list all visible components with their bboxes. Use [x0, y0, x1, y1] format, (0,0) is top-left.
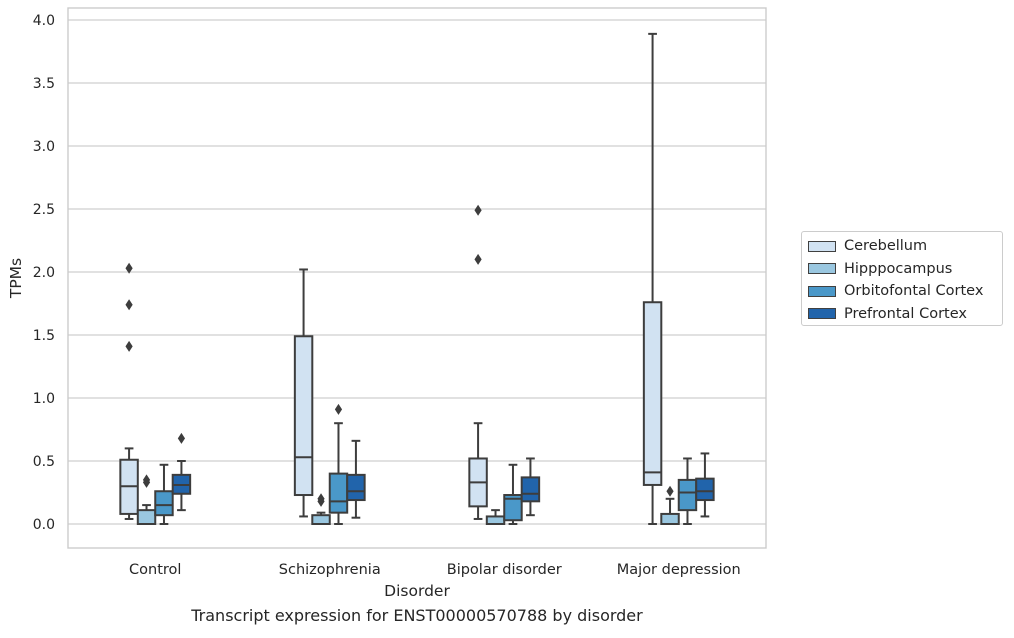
- y-tick-label: 3.5: [33, 76, 55, 92]
- box-iqr: [485, 515, 506, 526]
- box-iqr: [346, 473, 366, 502]
- y-tick-label: 4.0: [33, 13, 55, 29]
- legend-label: Cerebellum: [844, 238, 928, 255]
- legend-label: Prefrontal Cortex: [844, 305, 967, 322]
- box-iqr: [136, 509, 157, 526]
- y-axis-label: TPMs: [7, 258, 25, 299]
- y-tick-label: 2.5: [33, 202, 55, 218]
- y-tick-label: 0.5: [33, 454, 55, 470]
- outlier-point: [474, 204, 482, 216]
- outlier-point: [125, 340, 133, 352]
- legend-label: Hipppocampus: [844, 260, 953, 277]
- outlier-point: [125, 299, 133, 311]
- legend-item: Orbitofontal Cortex: [808, 280, 1002, 303]
- x-tick-label: Control: [129, 562, 181, 578]
- box-iqr: [293, 335, 314, 497]
- outlier-point: [125, 262, 133, 274]
- box-iqr: [520, 476, 541, 503]
- legend-swatch: [808, 308, 836, 320]
- x-axis-label: Disorder: [384, 582, 450, 600]
- legend-label: Orbitofontal Cortex: [844, 283, 984, 300]
- chart-caption: Transcript expression for ENST0000057078…: [191, 606, 643, 625]
- chart-legend: Cerebellum Hipppocampus Orbitofontal Cor…: [801, 231, 1003, 326]
- y-tick-label: 2.0: [33, 265, 55, 281]
- outlier-point: [317, 493, 325, 505]
- plot-frame: [67, 7, 767, 549]
- legend-swatch: [808, 285, 836, 297]
- legend-item: Hipppocampus: [808, 258, 1002, 281]
- outlier-point: [142, 474, 151, 486]
- outlier-point: [666, 485, 674, 497]
- y-tick-label: 3.0: [33, 139, 55, 155]
- box-iqr: [695, 477, 715, 502]
- outlier-point: [334, 403, 343, 415]
- box-iqr: [677, 478, 698, 512]
- box-iqr: [311, 514, 331, 525]
- legend-item: Cerebellum: [808, 235, 1002, 258]
- x-tick-label: Schizophrenia: [279, 562, 381, 578]
- legend-swatch: [808, 263, 836, 275]
- y-tick-label: 0.0: [33, 517, 55, 533]
- outlier-point: [474, 253, 482, 265]
- y-tick-label: 1.0: [33, 391, 55, 407]
- box-iqr: [503, 494, 523, 522]
- box-iqr: [642, 301, 663, 486]
- x-tick-label: Major depression: [617, 562, 741, 578]
- box-iqr: [154, 490, 174, 517]
- y-tick-label: 1.5: [33, 328, 55, 344]
- legend-item: Prefrontal Cortex: [808, 303, 1002, 326]
- outlier-point: [177, 432, 186, 444]
- x-tick-label: Bipolar disorder: [447, 562, 562, 578]
- legend-swatch: [808, 240, 836, 252]
- box-iqr: [328, 472, 349, 514]
- box-iqr: [660, 512, 680, 525]
